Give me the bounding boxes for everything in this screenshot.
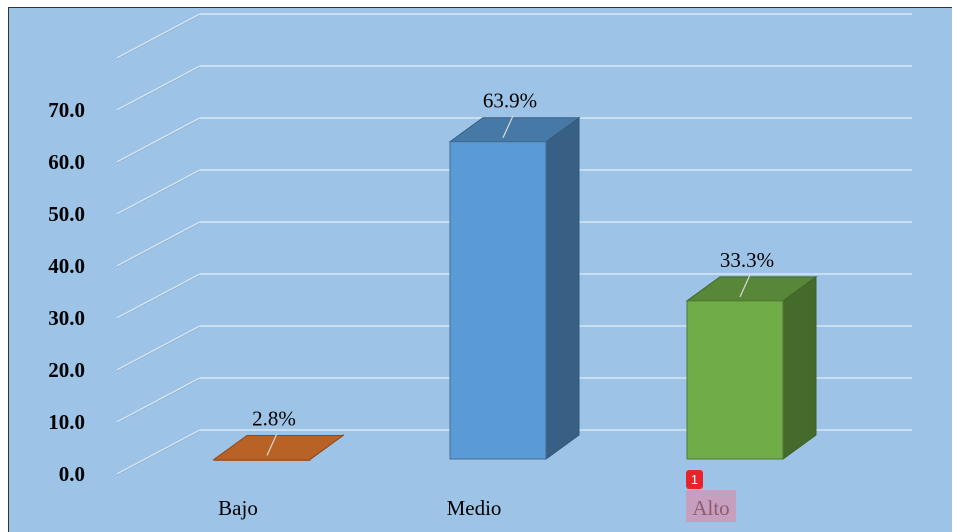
data-label: 2.8% [252, 406, 296, 430]
bar-medio [449, 141, 547, 460]
bar-bajo [213, 458, 311, 461]
gridline-shadow [116, 326, 201, 372]
gridline-shadow [116, 430, 201, 476]
bar-alto [686, 300, 784, 460]
gridline-shadow [116, 378, 201, 424]
y-tick-label: 0.0 [59, 462, 85, 486]
gridline-diagonal [116, 169, 201, 215]
annotation-badge[interactable]: 1 [686, 470, 703, 489]
gridline-diagonal [116, 377, 201, 423]
gridline-diagonal [116, 65, 201, 111]
gridline-shadow [116, 14, 201, 60]
gridline-diagonal [116, 429, 201, 475]
y-tick-label: 50.0 [48, 202, 85, 226]
data-label-leader [266, 433, 278, 456]
gridline-shadow [116, 118, 201, 164]
gridline-shadow [116, 66, 201, 112]
y-tick-label: 70.0 [48, 98, 85, 122]
y-tick-label: 60.0 [48, 150, 85, 174]
data-label-leader [739, 274, 751, 298]
gridline-diagonal [116, 117, 201, 163]
y-tick-label: 20.0 [48, 358, 85, 382]
data-label-leader [502, 115, 514, 138]
gridline-diagonal [116, 13, 201, 59]
category-highlight [686, 490, 736, 522]
bar-side-medio [545, 116, 580, 460]
y-tick-label: 30.0 [48, 306, 85, 330]
data-label: 33.3% [720, 248, 774, 272]
gridline-diagonal [116, 273, 201, 319]
gridline-diagonal [116, 325, 201, 371]
gridline-shadow [116, 274, 201, 320]
gridline-diagonal [116, 221, 201, 267]
gridline-shadow [116, 170, 201, 216]
bar-top-bajo [212, 434, 345, 460]
category-label: Bajo [218, 496, 258, 520]
category-label: Medio [447, 496, 502, 520]
gridline-shadow [116, 222, 201, 268]
bar-side-alto [782, 275, 817, 460]
y-tick-label: 40.0 [48, 254, 85, 278]
y-tick-label: 10.0 [48, 410, 85, 434]
data-label: 63.9% [483, 89, 537, 113]
